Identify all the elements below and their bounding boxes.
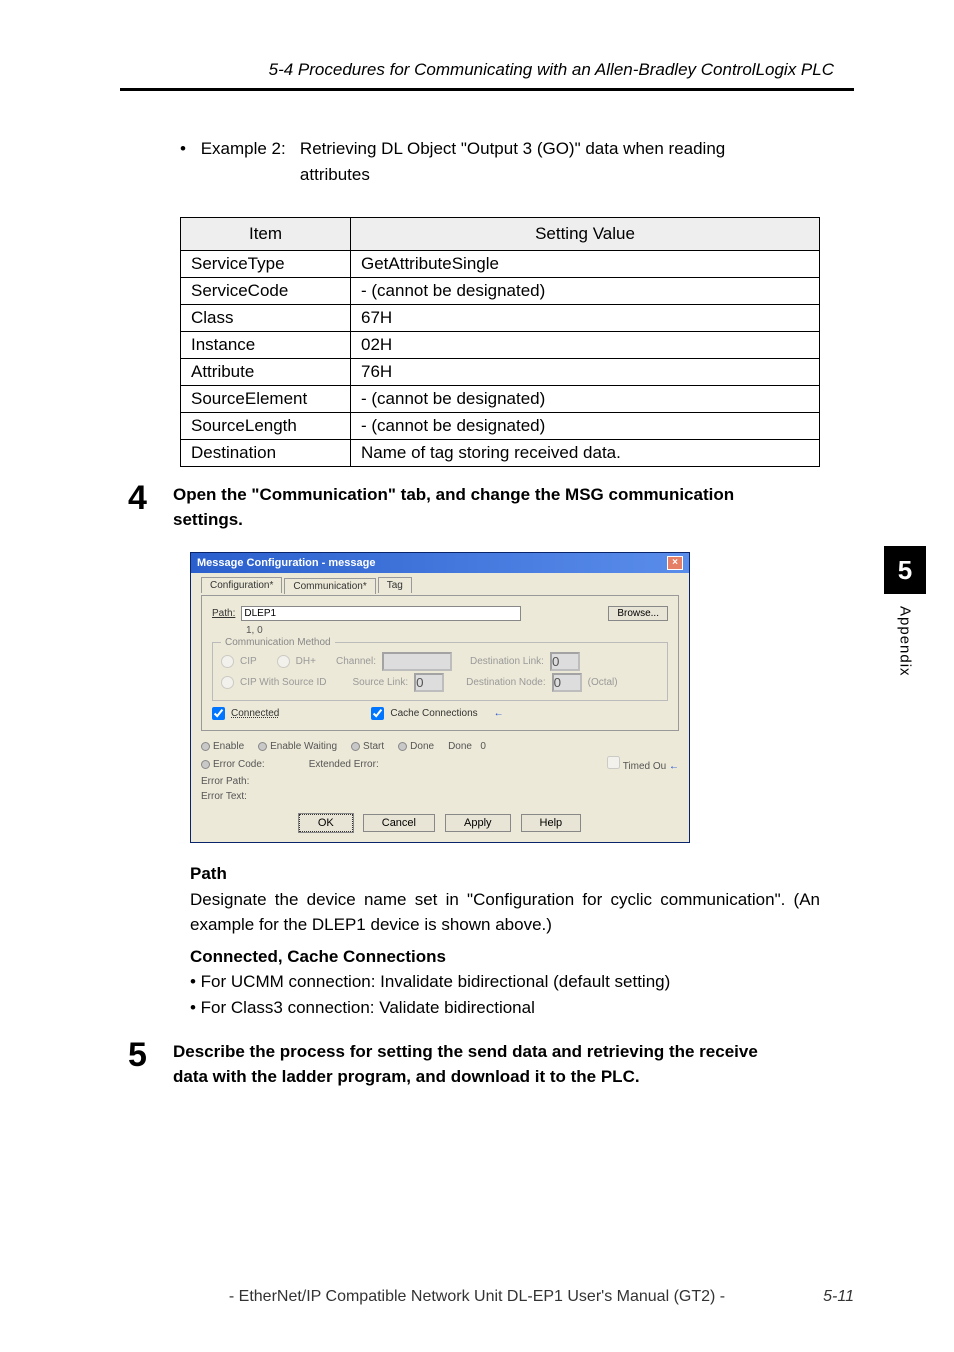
step-4-number: 4 [128,481,173,515]
cip-label: CIP [240,656,257,667]
start-label: Start [363,741,384,752]
example-body-2: attributes [300,162,780,188]
example-body-1: Retrieving DL Object "Output 3 (GO)" dat… [300,139,725,158]
dhp-label: DH+ [296,656,316,667]
dialog-title: Message Configuration - message [197,557,376,569]
connected-heading: Connected, Cache Connections [190,944,820,970]
octal-label: (Octal) [588,677,618,688]
done-value: 0 [480,741,486,752]
channel-label: Channel: [336,656,376,667]
enable-wait-label: Enable Waiting [270,741,337,752]
cache-checkbox[interactable] [371,707,384,720]
dest-node-label: Destination Node: [466,677,546,688]
table-row: Instance02H [181,332,820,359]
step-4-text: Open the "Communication" tab, and change… [173,481,793,532]
table-header-row: Item Setting Value [181,218,820,251]
tab-configuration[interactable]: Configuration* [201,577,282,593]
message-config-dialog: Message Configuration - message × Config… [190,552,690,843]
cip-src-radio[interactable] [221,676,234,689]
error-path-label: Error Path: [201,776,249,787]
chapter-tab-number: 5 [884,546,926,594]
table-row: SourceElement- (cannot be designated) [181,386,820,413]
start-dot-icon [351,742,360,751]
table-row: SourceLength- (cannot be designated) [181,413,820,440]
footer-text: - EtherNet/IP Compatible Network Unit DL… [229,1288,725,1305]
error-dot-icon [201,760,210,769]
connected-checkbox[interactable] [212,707,225,720]
path-heading: Path [190,861,820,887]
cip-src-label: CIP With Source ID [240,677,327,688]
section-header: 5-4 Procedures for Communicating with an… [120,60,854,80]
error-text-label: Error Text: [201,791,247,802]
dest-link-label: Destination Link: [470,656,544,667]
path-sub: 1, 0 [246,625,263,636]
cancel-button[interactable]: Cancel [363,814,435,832]
close-icon[interactable]: × [667,556,683,570]
comm-method-legend: Communication Method [221,637,335,648]
conn-bullet-2: • For Class3 connection: Validate bidire… [190,995,820,1021]
ok-button[interactable]: OK [299,814,353,832]
table-row: ServiceTypeGetAttributeSingle [181,251,820,278]
done-label: Done [410,741,434,752]
channel-select[interactable] [382,652,452,671]
cache-arrow-icon: ← [494,708,504,719]
apply-button[interactable]: Apply [445,814,511,832]
cip-radio[interactable] [221,655,234,668]
ext-error-label: Extended Error: [309,759,379,770]
tab-tag[interactable]: Tag [378,577,412,593]
error-code-label: Error Code: [213,759,265,770]
done-dot-icon [398,742,407,751]
settings-table: Item Setting Value ServiceTypeGetAttribu… [180,217,820,467]
browse-button[interactable]: Browse... [608,606,668,621]
enable-wait-dot-icon [258,742,267,751]
table-row: ServiceCode- (cannot be designated) [181,278,820,305]
enable-label: Enable [213,741,244,752]
timed-out-checkbox[interactable] [607,756,620,769]
timed-out-label: Timed Ou [623,761,667,772]
page-number: 5-11 [823,1288,854,1306]
step-5-text: Describe the process for setting the sen… [173,1038,793,1089]
conn-bullet-1: • For UCMM connection: Invalidate bidire… [190,969,820,995]
connected-label: Connected [231,708,279,719]
example-2: • Example 2: Retrieving DL Object "Outpu… [180,136,854,187]
path-input[interactable] [241,606,521,621]
example-label: Example 2: [201,136,296,162]
src-link-input[interactable] [414,673,444,692]
col-item: Item [181,218,351,251]
path-label: Path: [212,608,235,619]
help-button[interactable]: Help [521,814,582,832]
src-link-label: Source Link: [353,677,409,688]
chapter-tab-label: Appendix [897,606,914,677]
col-value: Setting Value [351,218,820,251]
path-description: Designate the device name set in "Config… [190,887,820,938]
tab-communication[interactable]: Communication* [284,578,375,594]
cache-label: Cache Connections [390,708,477,719]
bullet: • [180,139,186,158]
table-row: DestinationName of tag storing received … [181,440,820,467]
dhp-radio[interactable] [277,655,290,668]
step-5-number: 5 [128,1038,173,1072]
timed-arrow-icon: ← [669,761,679,772]
dest-link-input[interactable] [550,652,580,671]
dest-node-input[interactable] [552,673,582,692]
table-row: Attribute76H [181,359,820,386]
table-row: Class67H [181,305,820,332]
header-rule [120,88,854,91]
done-text: Done [448,741,472,752]
enable-dot-icon [201,742,210,751]
